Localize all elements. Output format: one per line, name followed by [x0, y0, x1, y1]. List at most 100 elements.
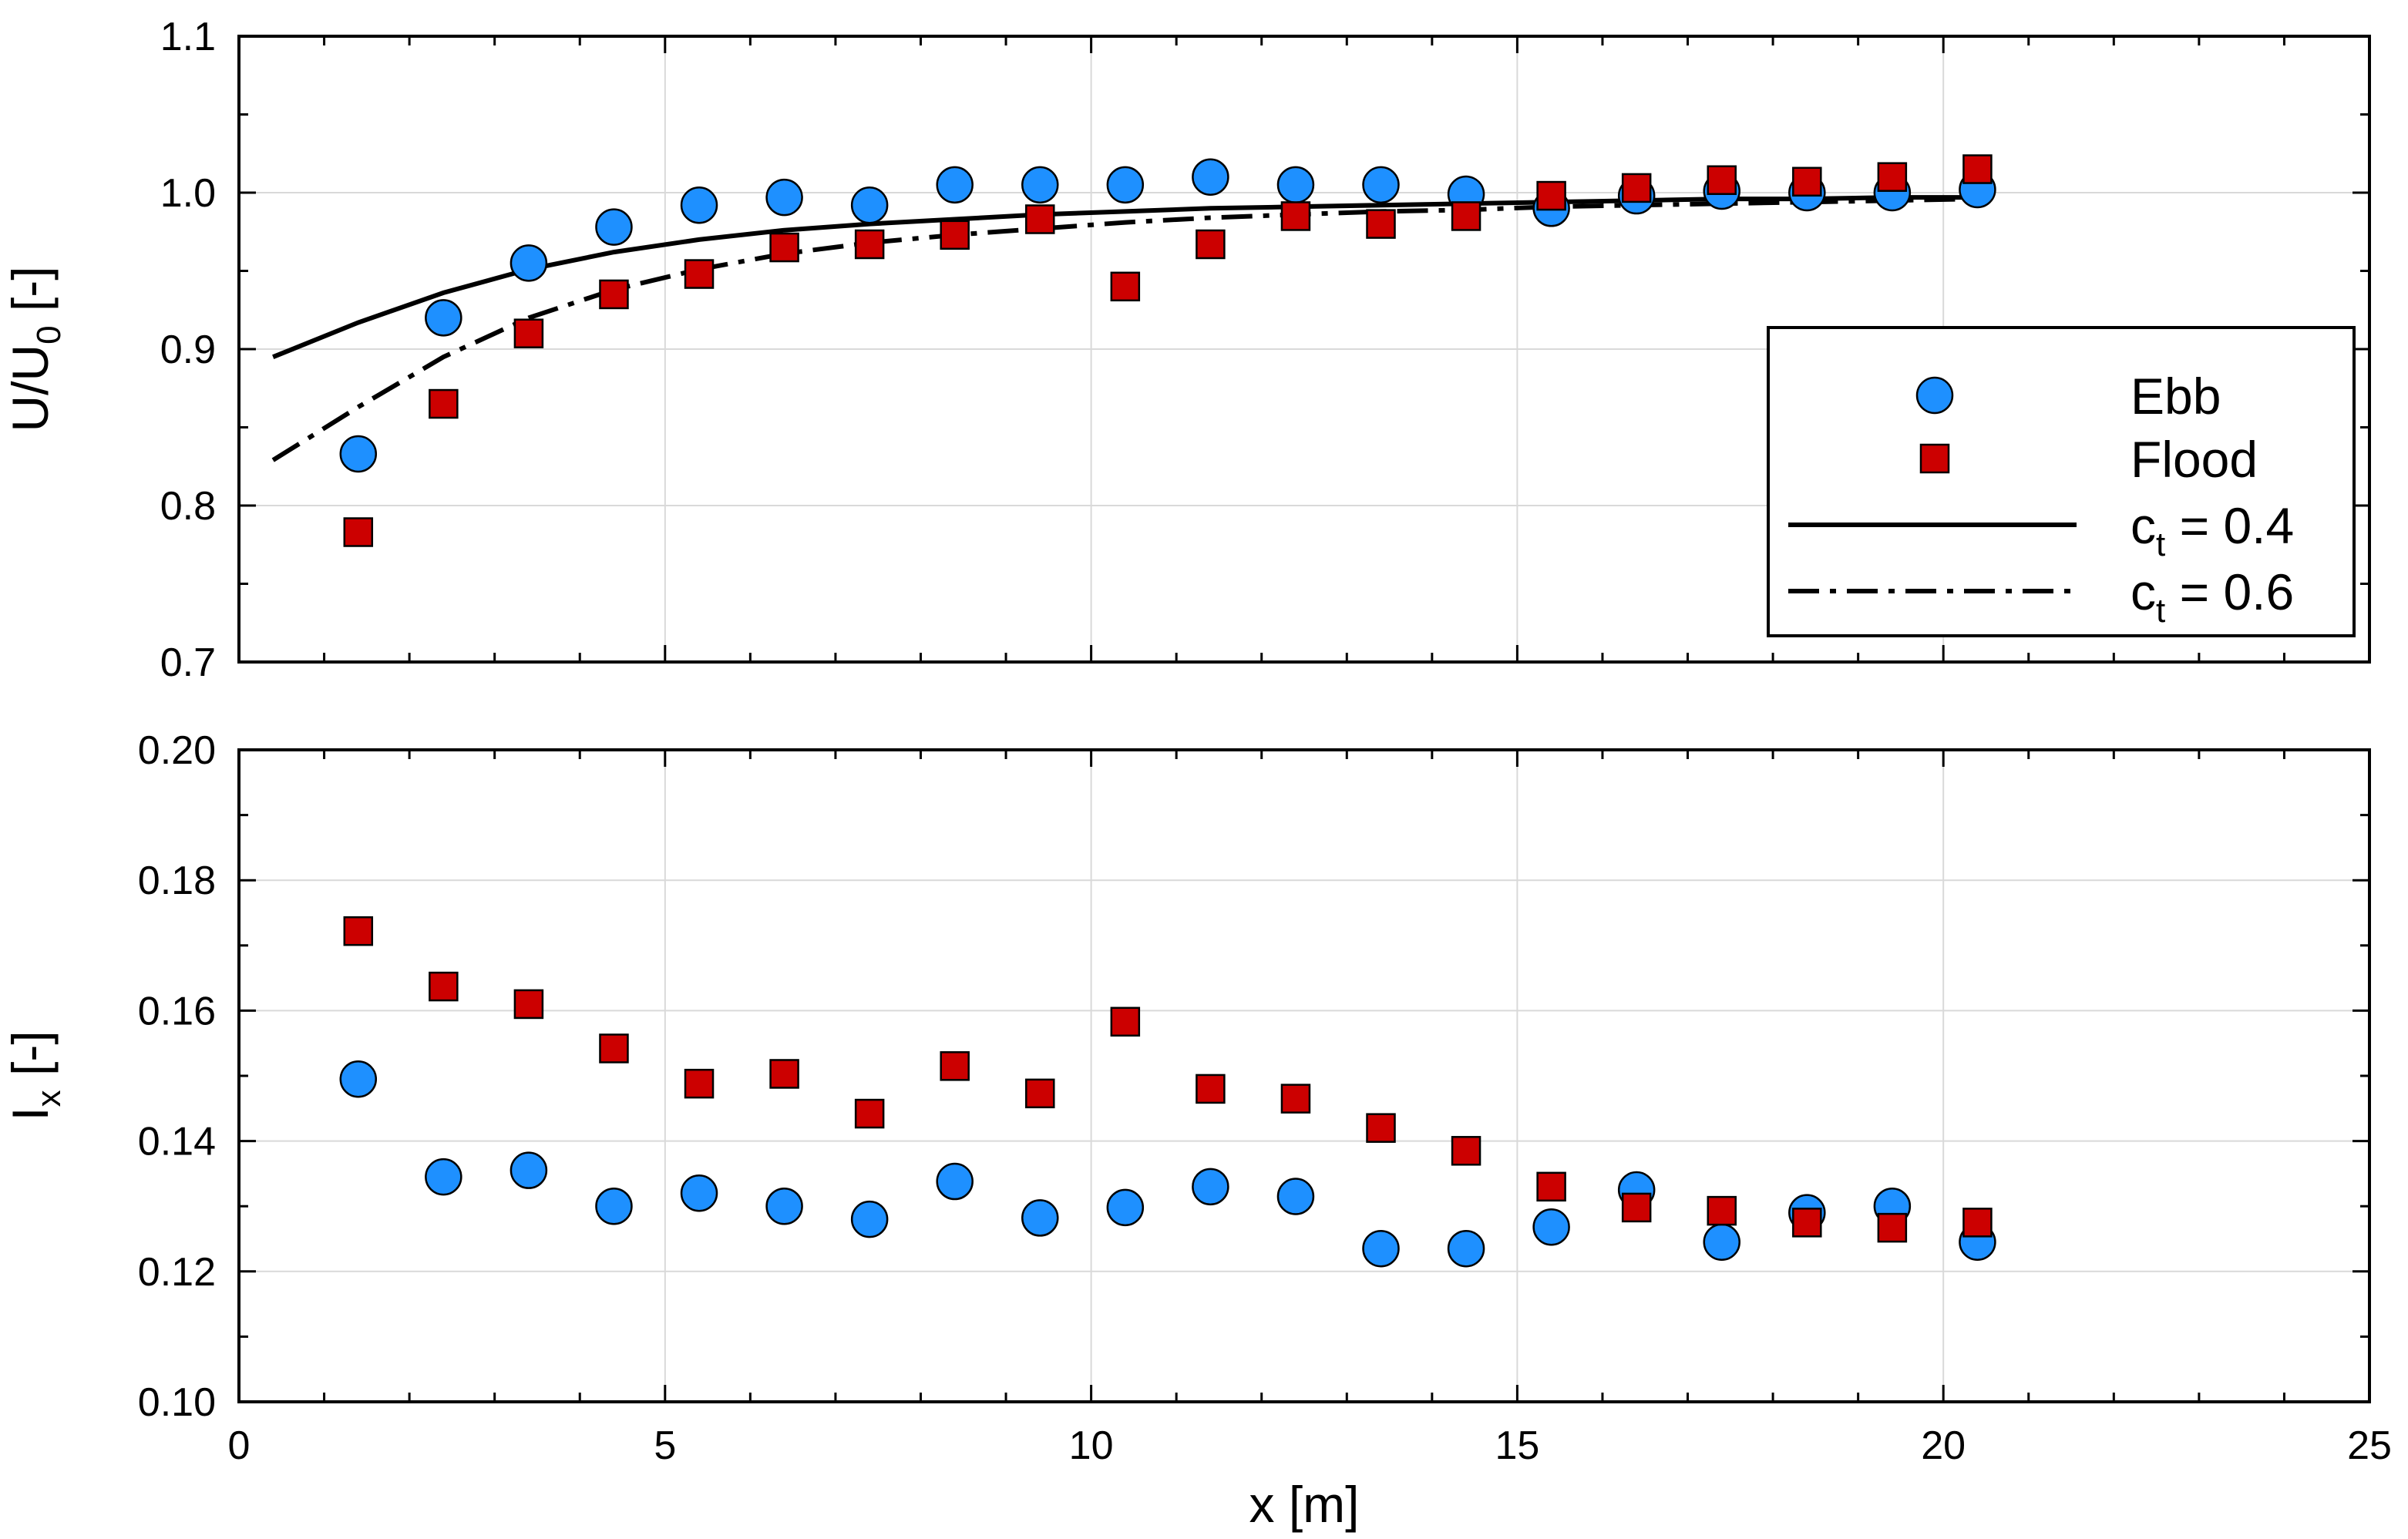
velocity-panel: 0.7 0.8 0.9 1.0 1.1 U/U0 [-] Ebb Flood ct = 0.4c…	[2, 15, 2371, 685]
legend-flood-symbol	[1919, 443, 1950, 474]
flood-point	[1025, 1078, 1055, 1109]
flood-point	[429, 388, 459, 419]
flood-point	[940, 1051, 970, 1081]
ticks	[237, 748, 2371, 1403]
y-tick-label: 1.1	[160, 15, 216, 59]
y-tick-label: 0.12	[138, 1250, 216, 1295]
flood-point	[684, 1068, 715, 1099]
ebb-point	[850, 186, 889, 224]
flood-point	[854, 1098, 885, 1129]
ebb-point	[1362, 166, 1400, 204]
flood-point	[1366, 1113, 1396, 1143]
ebb-point	[1703, 1223, 1740, 1261]
legend-label: ct = 0.4	[2131, 497, 2294, 563]
ebb-point	[510, 244, 548, 282]
tick-labels: 0.7 0.8 0.9 1.0 1.1	[160, 15, 216, 685]
flood-point	[1877, 162, 1908, 192]
y-tick-label: 0.9	[160, 328, 216, 372]
x-axis-title: x [m]	[1249, 1476, 1360, 1533]
legend: Ebb Flood ct = 0.4ct = 0.6	[1767, 326, 2356, 637]
flood-point	[1707, 1195, 1737, 1226]
flood-point	[940, 220, 970, 250]
ebb-point	[425, 299, 462, 337]
y-tick-label: 0.14	[138, 1120, 216, 1164]
flood-point	[1621, 173, 1652, 203]
plot-frame	[237, 748, 2371, 1403]
plot-frame	[237, 35, 2371, 664]
flood-point	[684, 259, 715, 289]
ebb-point	[680, 1174, 718, 1212]
flood-point	[343, 517, 374, 547]
x-tick-label: 5	[654, 1423, 676, 1468]
ebb-point	[1447, 1229, 1485, 1268]
flood-point	[1196, 229, 1226, 260]
flood-point	[343, 916, 374, 946]
y-tick-label: 0.8	[160, 484, 216, 529]
ebb-point	[1021, 1199, 1059, 1237]
flood-point	[1110, 1006, 1141, 1037]
y-tick-label: 0.7	[160, 640, 216, 685]
y-tick-label: 0.10	[138, 1380, 216, 1425]
flood-point	[599, 279, 629, 310]
ebb-point	[1106, 1188, 1145, 1227]
y-tick-label: 1.0	[160, 171, 216, 216]
flood-point	[1196, 1074, 1226, 1104]
ebb-point	[339, 435, 378, 473]
flood-point	[1025, 204, 1055, 234]
ebb-point	[595, 208, 633, 246]
x-tick-label: 15	[1495, 1423, 1539, 1468]
legend-ebb-symbol	[1915, 376, 1954, 415]
flood-point	[1110, 271, 1141, 302]
ebb-point	[1106, 166, 1145, 204]
ebb-point	[339, 1060, 378, 1098]
plot-area	[339, 916, 1996, 1268]
legend-label: Ebb	[2131, 368, 2221, 425]
ebb-point	[1276, 1178, 1315, 1215]
y-axis-title: U/U0 [-]	[2, 266, 68, 432]
y-tick-label: 0.16	[138, 989, 216, 1033]
ebb-point	[765, 178, 803, 217]
ebb-point	[765, 1187, 803, 1225]
legend-label: ct = 0.6	[2131, 563, 2294, 630]
ebb-point	[1362, 1229, 1400, 1268]
flood-point	[1280, 1084, 1311, 1114]
ebb-point	[425, 1158, 462, 1196]
series-line-ct06	[271, 197, 1978, 462]
flood-point	[854, 229, 885, 260]
flood-point	[1877, 1212, 1908, 1243]
flood-point	[1621, 1192, 1652, 1223]
y-tick-label: 0.18	[138, 859, 216, 903]
x-tick-label: 20	[1921, 1423, 1966, 1468]
x-tick-label: 10	[1069, 1423, 1114, 1468]
flood-point	[429, 971, 459, 1002]
flood-point	[769, 1059, 799, 1089]
grid	[238, 749, 2370, 1403]
flood-point	[1962, 154, 1993, 184]
ebb-point	[936, 166, 974, 204]
flood-point	[599, 1033, 629, 1064]
legend-label: Flood	[2131, 431, 2258, 488]
flood-point	[1962, 1208, 1993, 1238]
flood-point	[1792, 166, 1822, 197]
ebb-point	[1192, 158, 1229, 196]
ebb-point	[1021, 166, 1059, 204]
flood-point	[1451, 1136, 1481, 1166]
ebb-point	[595, 1187, 633, 1225]
y-tick-label: 0.20	[138, 728, 216, 773]
plot-area	[271, 154, 1996, 547]
ebb-point	[510, 1151, 548, 1189]
ebb-point	[680, 186, 718, 224]
ebb-point	[1192, 1168, 1229, 1206]
x-tick-label: 25	[2347, 1423, 2392, 1468]
ebb-point	[1532, 1208, 1570, 1246]
flood-point	[769, 232, 799, 263]
flood-point	[1536, 180, 1566, 211]
turbulence-panel: 0.10 0.12 0.14 0.16 0.18 0.20 0 5 10 15 20 25 Ix [-]…	[2, 728, 2392, 1533]
ebb-point	[850, 1200, 889, 1238]
flood-point	[513, 318, 544, 348]
flood-point	[513, 989, 544, 1020]
flood-point	[1366, 209, 1396, 239]
flood-point	[1451, 201, 1481, 231]
ebb-point	[1276, 166, 1315, 204]
